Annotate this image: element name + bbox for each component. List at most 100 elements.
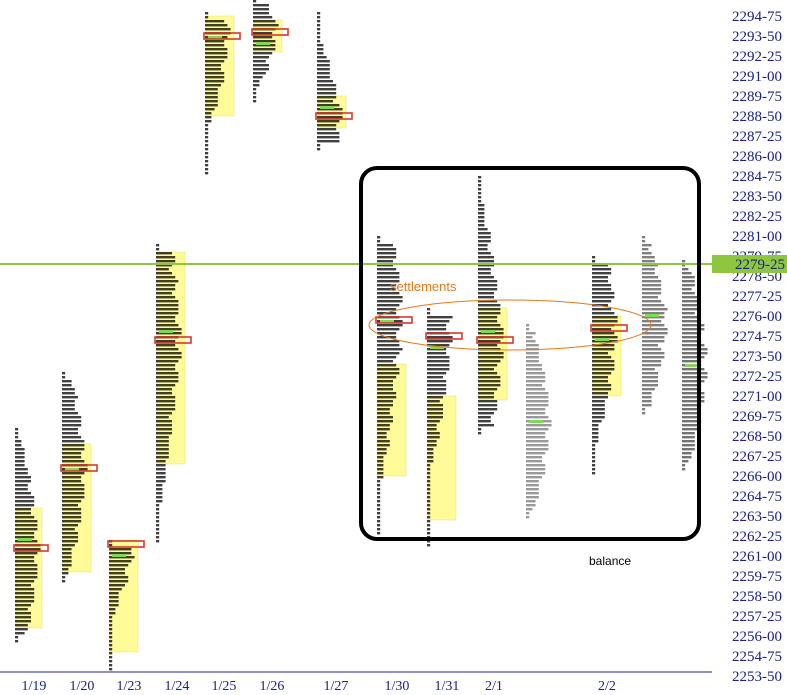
tpo-row: [62, 488, 85, 491]
tpo-row: [682, 292, 695, 295]
profile-session: [682, 260, 708, 471]
tpo-row: [205, 40, 225, 43]
tpo-row: [205, 156, 209, 159]
tpo-row: [642, 260, 655, 263]
tpo-row: [156, 332, 182, 335]
price-tick-label: 2254-75: [732, 649, 782, 665]
tpo-row: [377, 436, 387, 439]
tpo-row: [156, 320, 176, 323]
tpo-row: [642, 400, 652, 403]
tpo-row: [205, 72, 225, 75]
price-tick-label: 2288-50: [732, 109, 782, 125]
tpo-row: [377, 392, 397, 395]
tpo-row: [253, 68, 269, 71]
tpo-row: [15, 488, 28, 491]
tpo-row: [15, 616, 31, 619]
tpo-row: [109, 596, 119, 599]
settlement-marker: [375, 316, 413, 324]
tpo-row: [156, 392, 172, 395]
tpo-row: [156, 268, 169, 271]
tpo-row: [478, 380, 501, 383]
tpo-row: [526, 388, 546, 391]
initial-balance-mark: [208, 36, 222, 39]
tpo-row: [109, 648, 113, 651]
tpo-row: [526, 472, 546, 475]
tpo-row: [478, 408, 498, 411]
tpo-row: [15, 540, 38, 543]
tpo-row: [205, 160, 209, 163]
price-tick-label: 2294-75: [732, 9, 782, 25]
tpo-row: [109, 664, 113, 667]
tpo-row: [427, 340, 453, 343]
tpo-row: [478, 272, 491, 275]
tpo-row: [478, 424, 494, 427]
price-tick-label: 2293-50: [732, 29, 782, 45]
tpo-row: [592, 356, 612, 359]
tpo-row: [317, 20, 321, 23]
tpo-row: [377, 268, 397, 271]
tpo-row: [15, 564, 38, 567]
tpo-row: [526, 352, 539, 355]
initial-balance-mark: [112, 554, 126, 557]
tpo-row: [253, 80, 260, 83]
tpo-row: [317, 132, 340, 135]
tpo-row: [15, 456, 25, 459]
tpo-row: [377, 504, 381, 507]
tpo-row: [317, 116, 343, 119]
price-axis: 2294-75 2293-50 2292-25 2291-00 2289-75 2288-…: [732, 9, 782, 685]
tpo-row: [156, 456, 169, 459]
tpo-row: [15, 520, 38, 523]
tpo-row: [427, 396, 443, 399]
tpo-row: [526, 492, 539, 495]
tpo-row: [592, 388, 612, 391]
tpo-row: [62, 432, 78, 435]
tpo-row: [62, 436, 82, 439]
tpo-row: [253, 56, 269, 59]
tpo-row: [377, 324, 403, 327]
tpo-row: [642, 268, 655, 271]
tpo-row: [427, 368, 450, 371]
tpo-row: [62, 480, 82, 483]
tpo-row: [526, 344, 539, 347]
tpo-row: [205, 116, 212, 119]
tpo-row: [478, 276, 494, 279]
tpo-row: [642, 380, 658, 383]
tpo-row: [682, 344, 705, 347]
tpo-row: [592, 344, 615, 347]
tpo-row: [15, 432, 19, 435]
settlements-annotation: settlements: [390, 279, 457, 294]
tpo-row: [526, 484, 539, 487]
tpo-row: [253, 64, 269, 67]
tpo-row: [682, 308, 698, 311]
tpo-row: [156, 316, 176, 319]
tpo-row: [478, 280, 498, 283]
tpo-row: [592, 416, 605, 419]
tpo-row: [205, 56, 228, 59]
tpo-row: [156, 276, 176, 279]
tpo-row: [478, 348, 501, 351]
tpo-row: [15, 516, 35, 519]
tpo-row: [15, 496, 35, 499]
tpo-row: [526, 364, 542, 367]
tpo-row: [427, 316, 453, 319]
price-tick-label: 2291-00: [732, 69, 782, 85]
tpo-row: [682, 260, 686, 263]
tpo-row: [317, 44, 324, 47]
tpo-row: [317, 140, 340, 143]
tpo-row: [592, 380, 608, 383]
tpo-row: [427, 528, 431, 531]
tpo-row: [62, 500, 82, 503]
tpo-row: [526, 324, 530, 327]
profile-sessions: [13, 0, 708, 671]
tpo-row: [427, 384, 447, 387]
tpo-row: [377, 236, 381, 239]
tpo-row: [205, 68, 221, 71]
tpo-row: [156, 344, 176, 347]
tpo-row: [156, 404, 176, 407]
tpo-row: [427, 320, 450, 323]
tpo-row: [478, 320, 498, 323]
tpo-row: [156, 252, 172, 255]
tpo-row: [253, 40, 276, 43]
tpo-row: [15, 512, 31, 515]
